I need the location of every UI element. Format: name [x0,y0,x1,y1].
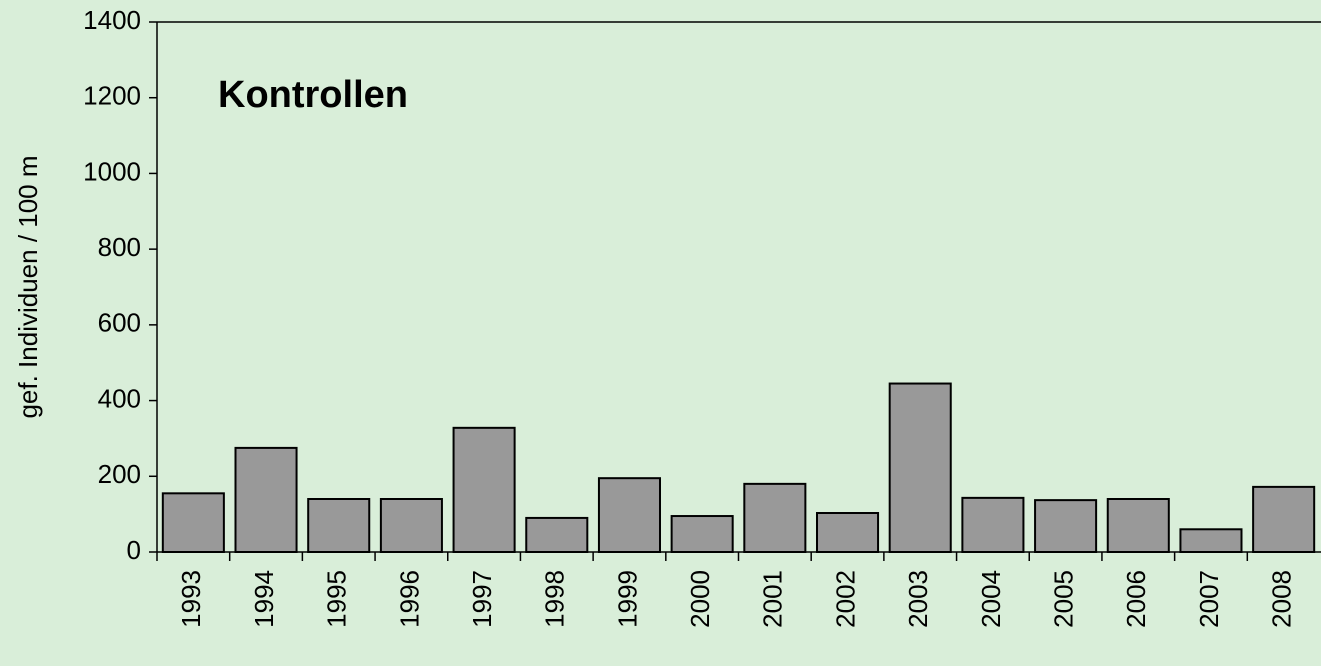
bar [234,446,298,553]
chart-title: Kontrollen [218,74,408,116]
x-tick-label: 2000 [685,570,715,628]
y-tick-label: 1000 [83,156,141,186]
bar [670,515,734,553]
x-tick-label: 2004 [976,570,1006,628]
bar [597,477,661,553]
x-tick-label: 1997 [467,570,497,628]
bar [379,498,443,553]
y-tick-label: 1400 [83,5,141,35]
bar [1252,485,1316,553]
y-tick-label: 400 [98,383,141,413]
x-tick-label: 1995 [322,570,352,628]
x-tick-label: 2003 [903,570,933,628]
x-tick-label: 2008 [1267,570,1297,628]
bar [1179,528,1243,553]
x-tick-label: 2001 [758,570,788,628]
y-tick-label: 1200 [83,81,141,111]
bar [1106,498,1170,553]
x-tick-label: 1996 [394,570,424,628]
bar [961,496,1025,554]
x-tick-label: 1993 [176,570,206,628]
y-tick-label: 0 [127,535,141,565]
bar [743,482,807,554]
bar [1034,499,1098,553]
x-tick-label: 2006 [1121,570,1151,628]
bar [452,426,516,554]
y-tick-label: 600 [98,308,141,338]
x-tick-label: 1999 [612,570,642,628]
bar [161,492,225,554]
x-tick-label: 2002 [830,570,860,628]
bar [307,498,371,553]
bar [816,512,880,553]
x-tick-label: 2005 [1048,570,1078,628]
bar [888,382,952,553]
y-tick-label: 200 [98,459,141,489]
y-tick-label: 800 [98,232,141,262]
x-tick-label: 2007 [1194,570,1224,628]
y-axis-label: gef. Individuen / 100 m [13,155,43,418]
x-tick-label: 1994 [249,570,279,628]
bar [525,516,589,554]
x-tick-label: 1998 [540,570,570,628]
